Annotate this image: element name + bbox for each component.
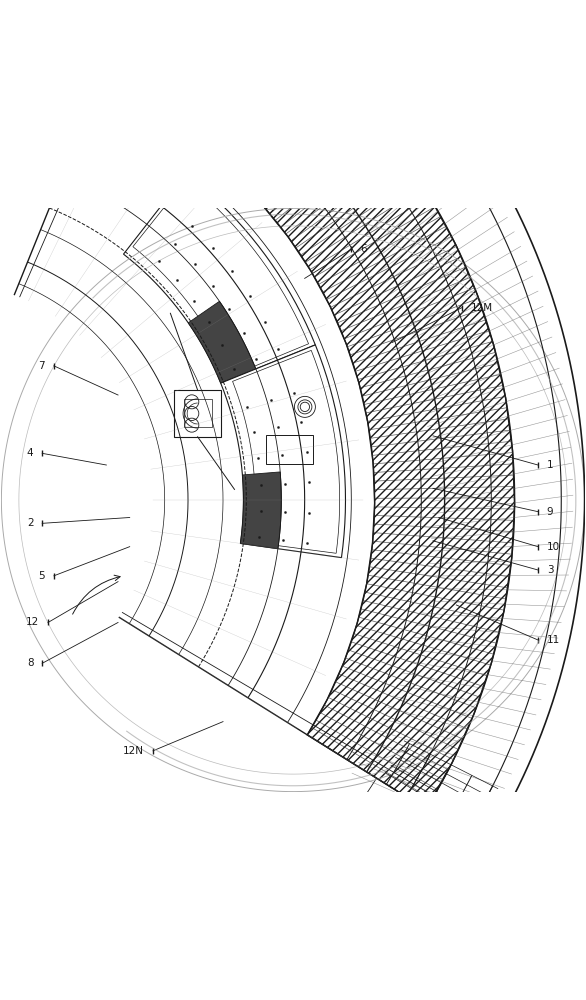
- Text: 5: 5: [39, 571, 45, 581]
- Text: 10: 10: [547, 542, 560, 552]
- Text: 6: 6: [360, 244, 367, 254]
- Polygon shape: [400, 815, 475, 895]
- Polygon shape: [188, 301, 256, 383]
- Polygon shape: [103, 0, 173, 24]
- Text: 12M: 12M: [471, 303, 493, 313]
- Text: 4: 4: [27, 448, 33, 458]
- Text: 12: 12: [26, 617, 39, 627]
- Polygon shape: [97, 0, 515, 809]
- Text: 2: 2: [27, 518, 33, 528]
- Polygon shape: [375, 774, 447, 850]
- Text: 8: 8: [27, 658, 33, 668]
- Polygon shape: [240, 472, 281, 549]
- Polygon shape: [400, 815, 475, 895]
- Text: 7: 7: [39, 361, 45, 371]
- Polygon shape: [233, 350, 340, 553]
- Text: 11: 11: [547, 635, 560, 645]
- Polygon shape: [183, 399, 212, 427]
- Polygon shape: [266, 435, 313, 464]
- Polygon shape: [174, 390, 221, 437]
- Polygon shape: [388, 794, 461, 872]
- Text: 9: 9: [547, 507, 553, 517]
- Polygon shape: [362, 754, 431, 828]
- Text: 3: 3: [547, 565, 553, 575]
- Text: 1: 1: [547, 460, 553, 470]
- Polygon shape: [133, 180, 309, 376]
- Text: 12N: 12N: [123, 746, 144, 756]
- Polygon shape: [221, 345, 346, 558]
- Polygon shape: [124, 174, 315, 383]
